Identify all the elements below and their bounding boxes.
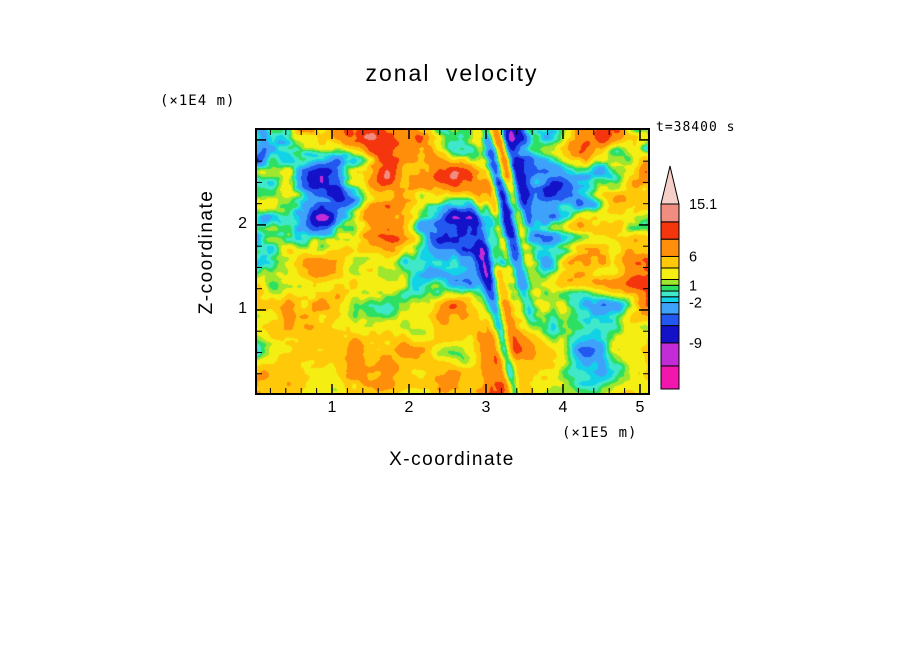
z-tick-label: 1 (238, 299, 247, 317)
colorbar-band (660, 302, 680, 315)
colorbar-band (660, 290, 680, 298)
x-tick-label: 4 (558, 399, 568, 416)
plot-axes-frame (255, 128, 650, 395)
z-axis-title: Z-coordinate (196, 189, 217, 315)
x-tick-label: 5 (635, 399, 645, 416)
colorbar-tick-label: 1 (689, 278, 697, 294)
colorbar-band (660, 203, 680, 223)
x-axis-unit-label: (×1E5 m) (562, 425, 638, 441)
colorbar-overflow-arrow (660, 165, 680, 205)
colorbar-band (660, 365, 680, 390)
colorbar-band (660, 267, 680, 281)
colorbar-band (660, 255, 680, 269)
colorbar-band (660, 284, 680, 292)
colorbar-band (660, 221, 680, 240)
x-tick-label: 1 (327, 399, 337, 416)
colorbar-band (660, 279, 680, 286)
colorbar-tick-label: 15.1 (689, 197, 717, 213)
timestamp-label: t=38400 s (656, 120, 736, 135)
colorbar-band (660, 296, 680, 304)
colorbar: 15.1 6 1 -2 -9 (660, 165, 717, 390)
y-axis-unit-label: (×1E4 m) (160, 93, 236, 109)
colorbar-band (660, 238, 680, 257)
velocity-field-canvas (255, 128, 650, 395)
colorbar-tick-label: 6 (689, 249, 697, 265)
colorbar-tick-label: -2 (689, 296, 702, 312)
x-tick-label: 2 (404, 399, 414, 416)
plot-area (255, 128, 650, 395)
z-tick-label: 2 (238, 214, 247, 232)
x-axis-title: X-coordinate (389, 449, 515, 470)
colorbar-tick-label: -9 (689, 336, 702, 352)
colorbar-band (660, 342, 680, 367)
colorbar-band (660, 325, 680, 344)
chart-title: zonal velocity (365, 60, 539, 86)
x-tick-label: 3 (481, 399, 491, 416)
colorbar-band (660, 313, 680, 327)
